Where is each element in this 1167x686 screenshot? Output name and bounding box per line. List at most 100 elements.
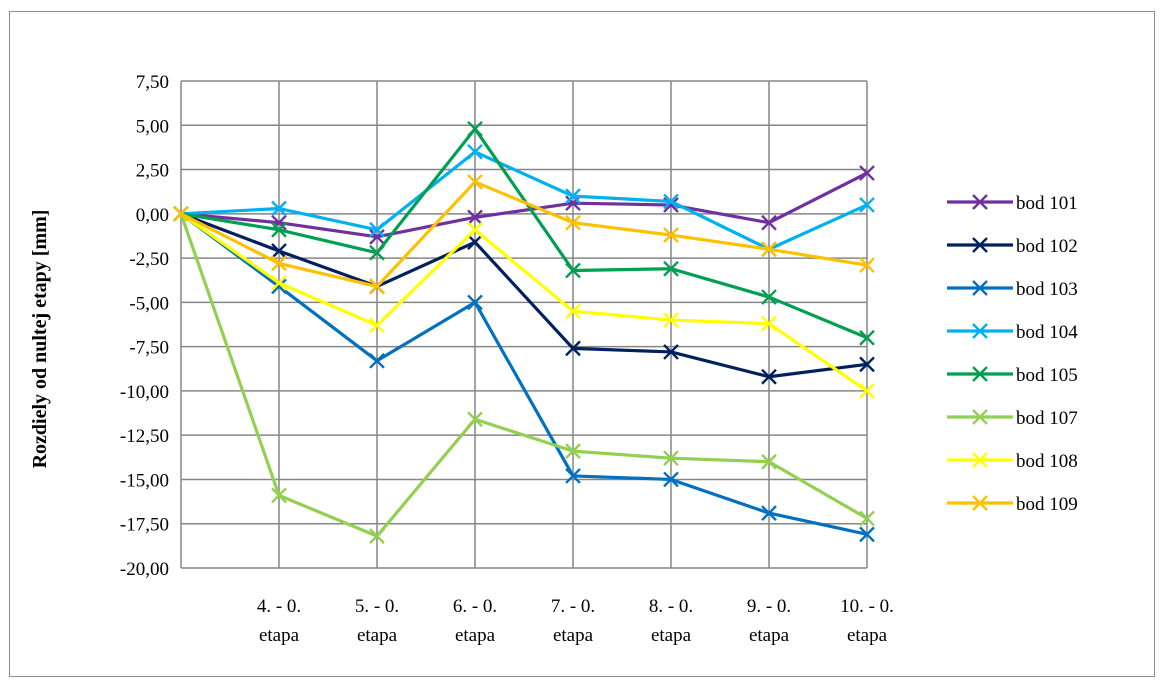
data-point-bod-107 — [369, 528, 385, 544]
data-point-bod-109 — [173, 205, 189, 222]
data-point-bod-105 — [761, 289, 777, 305]
y-tick-label: -10,00 — [120, 382, 169, 403]
data-point-bod-105 — [271, 221, 287, 238]
marker-stroke — [271, 487, 287, 504]
x-category-label: 10. - 0. etapa — [840, 596, 894, 646]
data-point-bod-109 — [565, 214, 581, 231]
y-axis-label: Rozdiely od nultej etapy [mm] — [29, 210, 51, 469]
series-line-bod-101 — [180, 171, 868, 239]
data-point-bod-107 — [565, 443, 581, 459]
x-category-label: 8. - 0. etapa — [649, 596, 693, 646]
series-line-bod-109 — [180, 180, 868, 289]
legend-marker-stroke — [972, 323, 988, 339]
legend-label: bod 107 — [1016, 408, 1078, 429]
data-point-bod-103 — [271, 278, 287, 295]
y-tick-label: 5,00 — [136, 116, 169, 137]
marker-stroke — [467, 411, 483, 428]
marker-stroke — [663, 344, 679, 360]
data-point-bod-103 — [369, 352, 385, 369]
data-point-bod-108 — [369, 317, 385, 334]
marker-stroke — [761, 505, 777, 521]
data-point-bod-102 — [565, 340, 581, 357]
data-point-bod-104 — [271, 200, 287, 217]
marker-stroke — [369, 528, 385, 544]
data-point-bod-103 — [761, 505, 777, 521]
marker-stroke — [467, 234, 483, 251]
legend-item-bod-103: bod 103 — [947, 279, 1078, 300]
marker-stroke — [761, 214, 777, 231]
data-point-bod-105 — [467, 120, 483, 137]
legend-marker-stroke — [972, 237, 988, 253]
marker-stroke — [271, 278, 287, 295]
marker-stroke — [859, 197, 875, 213]
marker-stroke — [565, 195, 581, 212]
series-line-bod-103 — [180, 212, 868, 536]
marker-stroke — [369, 352, 385, 369]
marker-stroke — [369, 228, 385, 245]
legend-item-bod-109: bod 109 — [947, 494, 1078, 515]
y-tick-label: -2,50 — [129, 249, 169, 270]
marker-stroke — [271, 200, 287, 217]
marker-stroke — [467, 221, 483, 238]
data-point-bod-101 — [565, 195, 581, 212]
marker-stroke — [565, 443, 581, 459]
data-point-bod-102 — [761, 368, 777, 385]
legend-label: bod 102 — [1016, 236, 1078, 257]
marker-stroke — [761, 241, 777, 258]
legend-marker-stroke — [972, 495, 988, 511]
data-point-bod-109 — [369, 278, 385, 295]
legend-marker-stroke — [972, 452, 988, 468]
marker-stroke — [369, 317, 385, 334]
marker-stroke — [565, 214, 581, 231]
marker-stroke — [271, 214, 287, 231]
data-point-bod-107 — [859, 510, 875, 527]
series-line-bod-108 — [180, 212, 868, 393]
data-point-bod-109 — [663, 227, 679, 243]
marker-stroke — [859, 383, 875, 399]
marker-stroke — [761, 289, 777, 305]
data-point-bod-109 — [271, 255, 287, 272]
x-category-label: 9. - 0. etapa — [747, 596, 791, 646]
marker-stroke — [565, 262, 581, 279]
data-point-bod-109 — [467, 174, 483, 190]
marker-stroke — [663, 227, 679, 243]
data-point-bod-103 — [859, 526, 875, 543]
data-point-bod-107 — [761, 453, 777, 470]
marker-stroke — [663, 197, 679, 213]
data-point-bod-104 — [467, 143, 483, 160]
data-point-bod-104 — [663, 193, 679, 210]
data-point-bod-105 — [565, 262, 581, 279]
marker-stroke — [467, 120, 483, 137]
marker-stroke — [271, 255, 287, 272]
marker-stroke — [173, 205, 189, 222]
marker-stroke — [761, 453, 777, 470]
marker-stroke — [761, 315, 777, 332]
y-tick-label: -17,50 — [120, 515, 169, 536]
marker-stroke — [663, 450, 679, 467]
legend: bod 101 bod 102 bod 103 bod 104 bod 105 bod 1… — [947, 193, 1078, 515]
marker-stroke — [271, 275, 287, 291]
series-lines — [173, 120, 875, 544]
data-point-bod-105 — [663, 260, 679, 277]
data-point-bod-101 — [859, 165, 875, 181]
marker-stroke — [467, 209, 483, 226]
marker-stroke — [467, 143, 483, 160]
y-tick-label: -12,50 — [120, 426, 169, 447]
data-point-bod-103 — [467, 294, 483, 311]
marker-stroke — [565, 303, 581, 320]
marker-stroke — [369, 244, 385, 261]
series-line-bod-105 — [180, 127, 868, 340]
marker-stroke — [859, 257, 875, 274]
marker-stroke — [467, 294, 483, 311]
marker-stroke — [565, 188, 581, 204]
legend-label: bod 105 — [1016, 365, 1078, 386]
data-point-bod-108 — [859, 383, 875, 399]
data-point-bod-102 — [271, 243, 287, 259]
y-tick-label: -15,00 — [120, 470, 169, 491]
x-category-label: 7. - 0. etapa — [551, 596, 595, 646]
legend-marker-stroke — [972, 194, 988, 210]
legend-item-bod-105: bod 105 — [947, 365, 1078, 386]
x-category-label: 6. - 0. etapa — [453, 596, 497, 646]
data-point-bod-101 — [467, 209, 483, 226]
marker-stroke — [859, 165, 875, 181]
